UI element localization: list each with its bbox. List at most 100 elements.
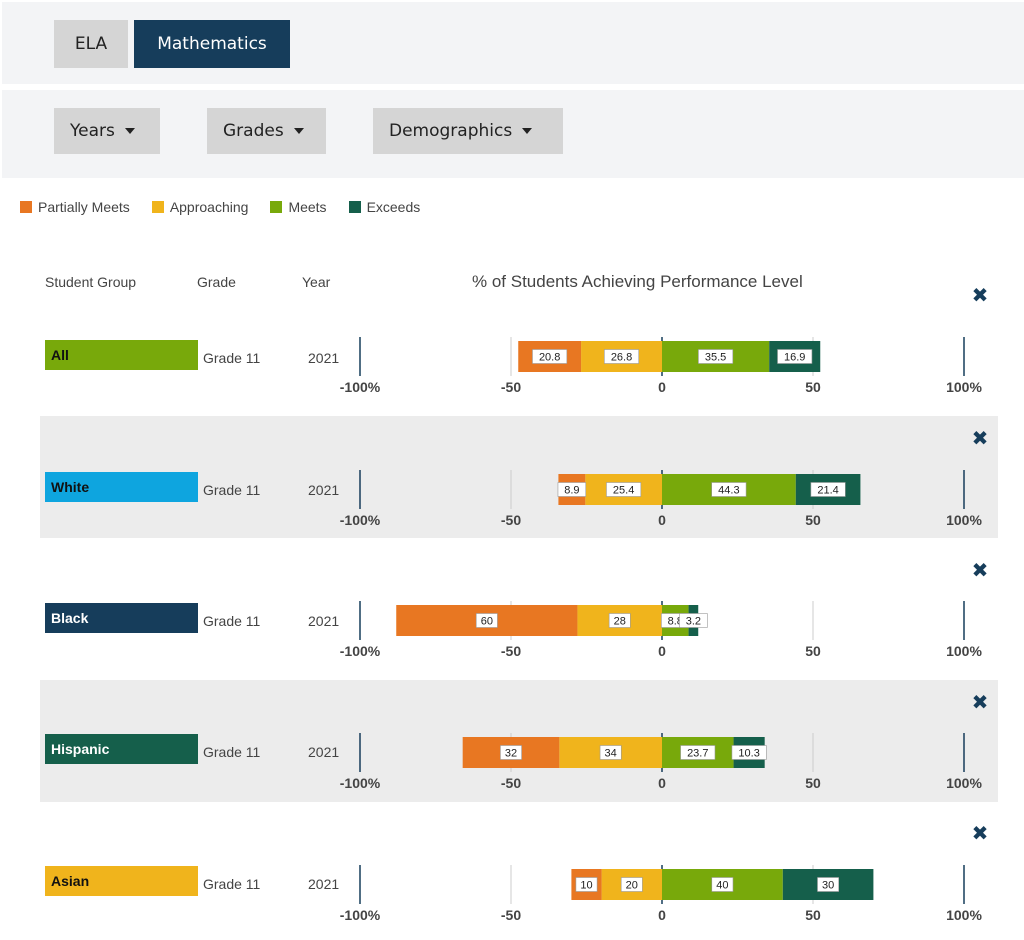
remove-row-white-close-icon[interactable]: ✖ (971, 426, 989, 450)
x-tick-label: -50 (501, 512, 521, 528)
legend-item-partially-meets: Partially Meets (20, 199, 130, 215)
data-label-box (711, 877, 734, 892)
row-year: 2021 (308, 876, 340, 892)
data-label: 3.2 (686, 616, 701, 628)
x-tick-label: -100% (340, 379, 381, 395)
x-tick-label: 0 (658, 775, 666, 791)
caret-down-icon (124, 128, 135, 134)
x-tick-label: 0 (658, 512, 666, 528)
years-dropdown[interactable]: Years (54, 108, 160, 154)
grades-dropdown-label: Grades (223, 121, 284, 141)
x-tick-label: 50 (805, 512, 821, 528)
tab-ela[interactable]: ELA (54, 20, 128, 68)
x-tick-label: 100% (946, 775, 982, 791)
data-label-box (604, 349, 640, 364)
data-label: 28 (614, 616, 626, 628)
data-label-box (532, 349, 568, 364)
caret-down-icon (293, 128, 304, 134)
remove-row-asian-close-icon[interactable]: ✖ (971, 821, 989, 845)
row-year: 2021 (308, 613, 340, 629)
group-label-black: Black (45, 603, 198, 633)
header-student-group: Student Group (45, 274, 137, 290)
data-label: 8.8 (668, 616, 683, 628)
data-label-box (575, 877, 598, 892)
data-label-box (475, 613, 498, 628)
x-tick-label: -50 (501, 379, 521, 395)
group-label-asian: Asian (45, 866, 198, 896)
row-year: 2021 (308, 482, 340, 498)
x-tick-label: -50 (501, 775, 521, 791)
x-tick-label: -100% (340, 643, 381, 659)
remove-row-hispanic-close-icon[interactable]: ✖ (971, 690, 989, 714)
x-tick-label: -100% (340, 775, 381, 791)
data-label: 35.5 (705, 352, 726, 364)
row-grade: Grade 11 (203, 613, 261, 629)
legend-swatch (348, 201, 361, 213)
legend-swatch (270, 201, 283, 213)
data-label-box (711, 482, 747, 497)
chart-legend: Partially Meets Approaching Meets Exceed… (20, 198, 442, 216)
row-year: 2021 (308, 350, 340, 366)
remove-row-black-close-icon[interactable]: ✖ (971, 558, 989, 582)
x-tick-label: 50 (805, 379, 821, 395)
x-tick-label: 100% (946, 643, 982, 659)
data-label-box (557, 482, 587, 497)
x-tick-label: -100% (340, 907, 381, 923)
x-tick-label: 50 (805, 643, 821, 659)
header-grade: Grade (197, 274, 236, 290)
x-tick-label: -50 (501, 907, 521, 923)
group-label-all: All (45, 340, 198, 370)
x-tick-label: 100% (946, 907, 982, 923)
data-label: 34 (605, 748, 617, 760)
x-tick-label: 100% (946, 379, 982, 395)
data-label: 30 (822, 880, 834, 892)
data-label: 21.4 (817, 485, 838, 497)
demographics-dropdown-label: Demographics (389, 121, 513, 141)
data-label-box (810, 482, 846, 497)
legend-label: Approaching (169, 199, 249, 215)
data-label: 25.4 (613, 485, 634, 497)
data-label-box (679, 613, 708, 628)
tab-mathematics[interactable]: Mathematics (134, 20, 290, 68)
x-tick-label: 0 (658, 379, 666, 395)
data-label: 20 (626, 880, 638, 892)
data-label: 20.8 (539, 352, 560, 364)
data-label-box (608, 613, 631, 628)
subject-tab-bar: ELA Mathematics (2, 2, 1024, 84)
x-tick-label: -100% (340, 512, 381, 528)
x-tick-label: 0 (658, 907, 666, 923)
data-label-box (620, 877, 643, 892)
demographics-dropdown[interactable]: Demographics (373, 108, 563, 154)
data-label: 23.7 (687, 748, 708, 760)
legend-item-approaching: Approaching (151, 199, 249, 215)
data-label-box (698, 349, 734, 364)
data-label-box (680, 745, 716, 760)
row-year: 2021 (308, 744, 340, 760)
legend-swatch (20, 201, 32, 213)
row-grade: Grade 11 (203, 482, 261, 498)
header-year: Year (302, 274, 331, 290)
data-label-box (599, 745, 622, 760)
data-label-box (817, 877, 840, 892)
x-tick-label: 50 (805, 775, 821, 791)
x-tick-label: 50 (805, 907, 821, 923)
data-label: 32 (505, 748, 517, 760)
data-label: 44.3 (718, 485, 739, 497)
data-label: 10 (580, 880, 592, 892)
row-grade: Grade 11 (203, 744, 261, 760)
legend-item-exceeds: Exceeds (348, 199, 420, 215)
data-label: 60 (481, 616, 493, 628)
legend-label: Meets (288, 199, 327, 215)
filter-bar: Years Grades Demographics (2, 90, 1024, 178)
legend-label: Partially Meets (38, 199, 130, 215)
grades-dropdown[interactable]: Grades (207, 108, 326, 154)
group-label-hispanic: Hispanic (45, 734, 198, 764)
data-label: 26.8 (611, 352, 632, 364)
x-tick-label: 100% (946, 512, 982, 528)
remove-row-all-close-icon[interactable]: ✖ (971, 283, 989, 307)
legend-swatch (151, 201, 164, 213)
data-label-box (500, 745, 522, 760)
caret-down-icon (522, 128, 533, 134)
data-label: 8.9 (564, 485, 579, 497)
